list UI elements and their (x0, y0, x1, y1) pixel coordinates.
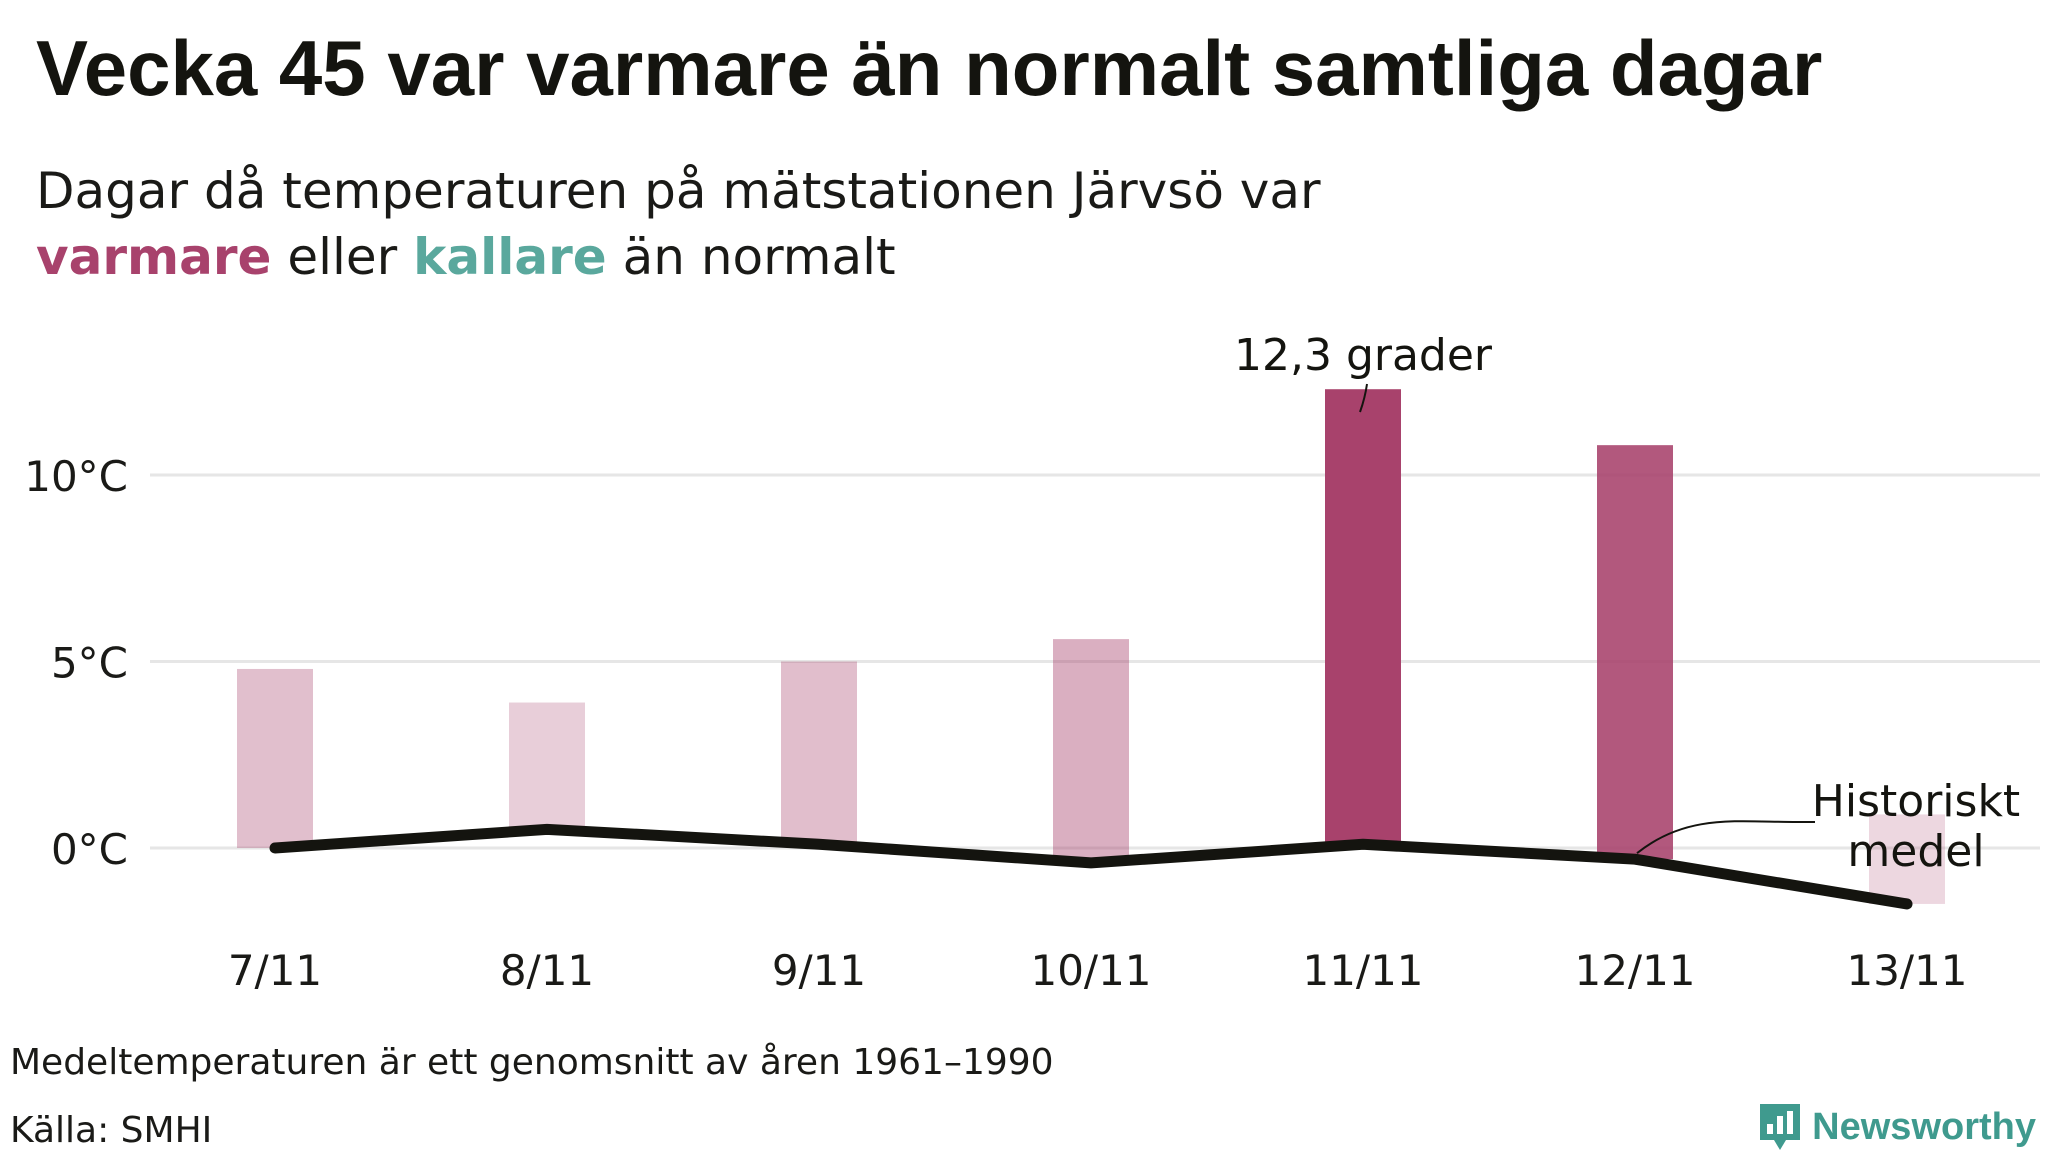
page-title: Vecka 45 var varmare än normalt samtliga… (36, 24, 1823, 112)
x-tick-label: 8/11 (500, 946, 594, 995)
bar (781, 661, 857, 845)
brand: Newsworthy (1758, 1102, 2036, 1152)
peak-annotation-leader (1359, 383, 1368, 413)
x-tick-label: 11/11 (1302, 946, 1423, 995)
y-tick-label: 10°C (24, 452, 128, 501)
x-tick-label: 13/11 (1846, 946, 1967, 995)
x-tick-label: 7/11 (228, 946, 322, 995)
subtitle-mid-word: eller (287, 228, 398, 286)
historical-average-line (269, 823, 1913, 910)
x-axis-ticks: 7/11 8/11 9/11 10/11 11/11 12/11 13/11 (228, 946, 1968, 995)
y-tick-label: 0°C (51, 825, 128, 874)
average-annotation-label-line-2: medel (1847, 826, 1984, 877)
average-annotation-leader (1636, 820, 1815, 854)
bar (237, 668, 313, 848)
bars (237, 389, 1945, 904)
annotations: 12,3 grader Historiskt medel (1234, 330, 2020, 877)
average-annotation-label-line-1: Historiskt (1812, 776, 2020, 827)
average-line-layer (269, 823, 1913, 910)
bar (1325, 389, 1401, 845)
peak-annotation-label: 12,3 grader (1234, 330, 1493, 381)
subtitle-cold-word: kallare (413, 228, 607, 286)
temperature-chart: 0°C 5°C 10°C 7/11 8/11 9/11 10/11 11/11 12/11 13… (24, 330, 2040, 995)
y-tick-label: 5°C (51, 639, 128, 688)
bar (1597, 445, 1673, 860)
subtitle: Dagar då temperaturen på mätstationen Jä… (36, 158, 1321, 290)
x-tick-label: 10/11 (1030, 946, 1151, 995)
bar (1053, 639, 1129, 863)
subtitle-warm-word: varmare (36, 228, 272, 286)
bar (1869, 814, 1945, 904)
bar (509, 702, 585, 830)
subtitle-line-1: Dagar då temperaturen på mätstationen Jä… (36, 162, 1321, 220)
footnote-period: Medeltemperaturen är ett genomsnitt av å… (10, 1042, 1054, 1083)
gridlines (150, 473, 2040, 850)
x-tick-label: 12/11 (1574, 946, 1695, 995)
y-axis-ticks: 0°C 5°C 10°C (24, 452, 128, 874)
brand-name: Newsworthy (1812, 1105, 2036, 1148)
subtitle-line-2: varmare eller kallare än normalt (36, 224, 1321, 290)
footnote-source: Källa: SMHI (10, 1110, 213, 1151)
newsworthy-logo-icon (1760, 1104, 1801, 1150)
subtitle-end-words: än normalt (622, 228, 896, 286)
x-tick-label: 9/11 (772, 946, 866, 995)
